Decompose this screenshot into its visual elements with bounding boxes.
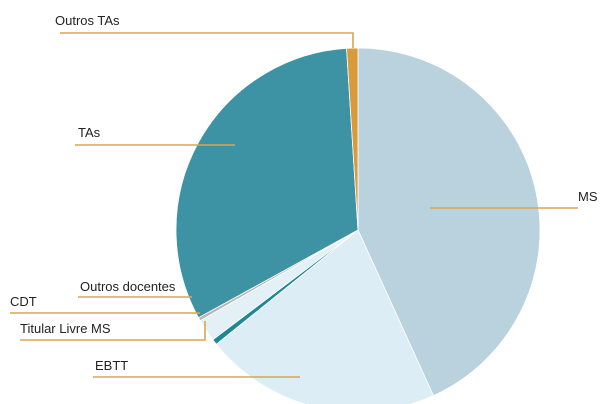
label-outros-docentes: Outros docentes: [80, 279, 176, 294]
leader-titular-livre-ms: [20, 321, 206, 341]
label-ebtt: EBTT: [95, 358, 128, 373]
pie-slice-ebtt: [215, 229, 434, 404]
pie-slices: [175, 47, 541, 404]
leader-lines: [10, 32, 578, 378]
label-ms: MS: [578, 189, 598, 204]
slice-labels: Outros TAs TAs MS Outros docentes CDT Ti…: [10, 13, 598, 373]
pie-slice-outros-tas: [346, 47, 359, 231]
label-cdt: CDT: [10, 294, 37, 309]
label-outros-tas: Outros TAs: [55, 13, 120, 28]
pie-slice-ms: [357, 47, 541, 397]
label-titular-livre-ms: Titular Livre MS: [20, 321, 111, 336]
pie-slice-tas: [175, 47, 359, 319]
label-tas: TAs: [78, 125, 101, 140]
leader-outros-tas: [60, 32, 354, 48]
